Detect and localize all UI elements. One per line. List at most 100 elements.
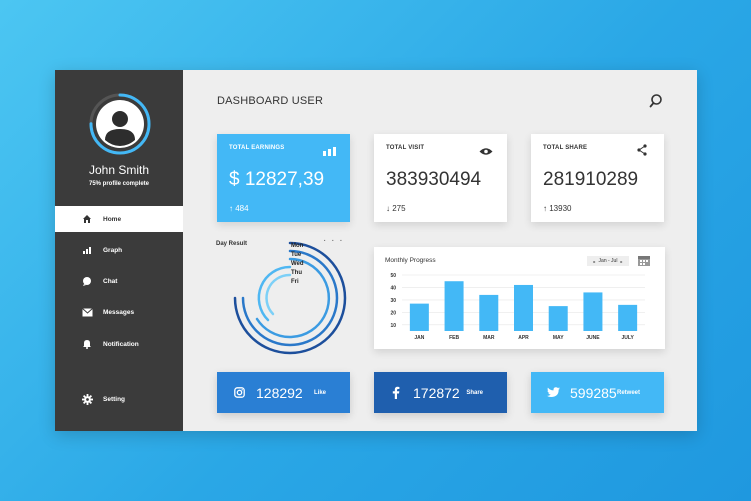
- range-label: Jan - Jul: [598, 258, 618, 264]
- day-result-rings: [233, 241, 347, 355]
- delta-value: 13930: [549, 204, 572, 213]
- like-button[interactable]: Like: [313, 389, 326, 396]
- monthly-progress-card: Monthly Progress ▸ Jan - Jul ▸ 10 20 30 40 5…: [374, 247, 665, 349]
- bar-july: [618, 304, 638, 331]
- social-count: 172872: [413, 384, 460, 401]
- sidebar-item-setting[interactable]: Setting: [55, 386, 183, 412]
- instagram-card[interactable]: 128292 Like: [217, 372, 350, 413]
- x-tick-label: JUNE: [586, 335, 600, 341]
- bar-june: [583, 292, 603, 331]
- avatar-progress-ring: [89, 93, 151, 155]
- retweet-button[interactable]: Retweet: [616, 389, 640, 396]
- arrow-up-icon: ↑: [229, 204, 233, 213]
- sidebar-item-home[interactable]: Home: [55, 206, 183, 232]
- bell-icon: [81, 338, 93, 350]
- day-result-title: Day Result: [216, 241, 248, 247]
- avatar[interactable]: [88, 92, 152, 156]
- day-label: Fri: [291, 279, 299, 285]
- chevron-icon: ▸: [593, 258, 596, 264]
- y-tick-label: 20: [390, 310, 396, 316]
- ring-fri: [265, 273, 292, 316]
- user-name: John Smith: [88, 163, 150, 177]
- arrow-down-icon: ↓: [386, 204, 390, 213]
- bar-jan: [409, 303, 429, 331]
- sidebar: John Smith 75% profile complete Home Gra…: [55, 70, 183, 431]
- social-count: 599285: [570, 384, 617, 401]
- day-label: Mon: [291, 243, 304, 249]
- sidebar-item-label: Notification: [103, 340, 139, 348]
- envelope-icon: [81, 306, 93, 318]
- home-icon: [81, 213, 93, 225]
- dashboard-window: John Smith 75% profile complete Home Gra…: [55, 70, 697, 431]
- facebook-card[interactable]: 172872 Share: [374, 372, 507, 413]
- search-button[interactable]: [649, 93, 665, 109]
- gear-icon: [81, 393, 93, 405]
- card-delta: ↑ 13930: [543, 204, 571, 213]
- date-range-select[interactable]: ▸ Jan - Jul ▸: [587, 256, 629, 266]
- calendar-icon[interactable]: [637, 254, 651, 267]
- card-label: TOTAL VISIT: [386, 145, 425, 151]
- day-label: Thu: [291, 270, 302, 276]
- total-visit-card[interactable]: TOTAL VISIT 383930494 ↓ 275: [374, 134, 507, 222]
- x-tick-label: MAR: [483, 335, 495, 341]
- monthly-bar-chart: 10 20 30 40 50 JAN FEB MAR APR MAY JUNE JULY: [390, 273, 645, 341]
- x-tick-label: JULY: [621, 335, 634, 341]
- card-delta: ↓ 275: [386, 204, 406, 213]
- more-options-icon[interactable]: · · ·: [323, 235, 344, 246]
- ring-wed: [255, 257, 331, 339]
- twitter-icon: [546, 386, 560, 400]
- card-label: TOTAL SHARE: [543, 145, 588, 151]
- sidebar-item-label: Chat: [103, 277, 118, 285]
- chat-bubble-icon: [81, 275, 93, 287]
- twitter-card[interactable]: 599285 Retweet: [531, 372, 664, 413]
- bar-chart-icon: [322, 143, 338, 156]
- share-icon: [636, 143, 652, 156]
- x-tick-label: JAN: [414, 335, 424, 341]
- x-tick-label: FEB: [449, 335, 459, 341]
- chart-title: Monthly Progress: [385, 257, 436, 264]
- instagram-icon: [232, 386, 246, 400]
- card-label: TOTAL EARNINGS: [229, 145, 285, 151]
- x-tick-label: MAY: [553, 335, 564, 341]
- bar-chart-icon: [81, 244, 93, 256]
- sidebar-item-chat[interactable]: Chat: [55, 268, 183, 294]
- y-tick-label: 50: [390, 273, 396, 279]
- sidebar-item-notification[interactable]: Notification: [55, 331, 183, 357]
- profile-status: 75% profile complete: [88, 181, 150, 187]
- chevron-icon: ▸: [620, 258, 623, 264]
- y-tick-label: 10: [390, 323, 396, 329]
- sidebar-item-messages[interactable]: Messages: [55, 299, 183, 325]
- search-icon: [649, 94, 662, 108]
- ring-thu: [257, 265, 292, 322]
- card-value: 281910289: [543, 169, 639, 190]
- x-tick-label: APR: [518, 335, 529, 341]
- delta-value: 275: [392, 204, 406, 213]
- social-count: 128292: [256, 384, 303, 401]
- y-tick-label: 30: [390, 298, 396, 304]
- sidebar-item-graph[interactable]: Graph: [55, 237, 183, 263]
- bar-mar: [479, 294, 499, 331]
- card-value: $ 12827,39: [229, 169, 325, 190]
- card-delta: ↑ 484: [229, 204, 249, 213]
- bar-may: [548, 306, 568, 331]
- day-label: Wed: [291, 261, 304, 267]
- sidebar-item-label: Messages: [103, 308, 135, 316]
- total-share-card[interactable]: TOTAL SHARE 281910289 ↑ 13930: [531, 134, 664, 222]
- eye-icon: [479, 143, 495, 155]
- ring-tue: [241, 249, 339, 347]
- sidebar-item-label: Setting: [103, 395, 126, 403]
- facebook-icon: [389, 386, 403, 400]
- card-value: 383930494: [386, 169, 482, 190]
- bar-apr: [514, 284, 533, 331]
- ring-mon: [233, 241, 347, 355]
- share-button[interactable]: Share: [466, 389, 483, 396]
- y-tick-label: 40: [390, 285, 396, 291]
- day-label: Tue: [291, 252, 302, 258]
- sidebar-item-label: Graph: [103, 246, 123, 254]
- sidebar-item-label: Home: [103, 215, 122, 223]
- page-title: DASHBOARD USER: [217, 95, 324, 107]
- total-earnings-card[interactable]: TOTAL EARNINGS $ 12827,39 ↑ 484: [217, 134, 350, 222]
- user-silhouette-icon: [105, 111, 135, 146]
- bar-feb: [444, 281, 464, 331]
- delta-value: 484: [235, 204, 249, 213]
